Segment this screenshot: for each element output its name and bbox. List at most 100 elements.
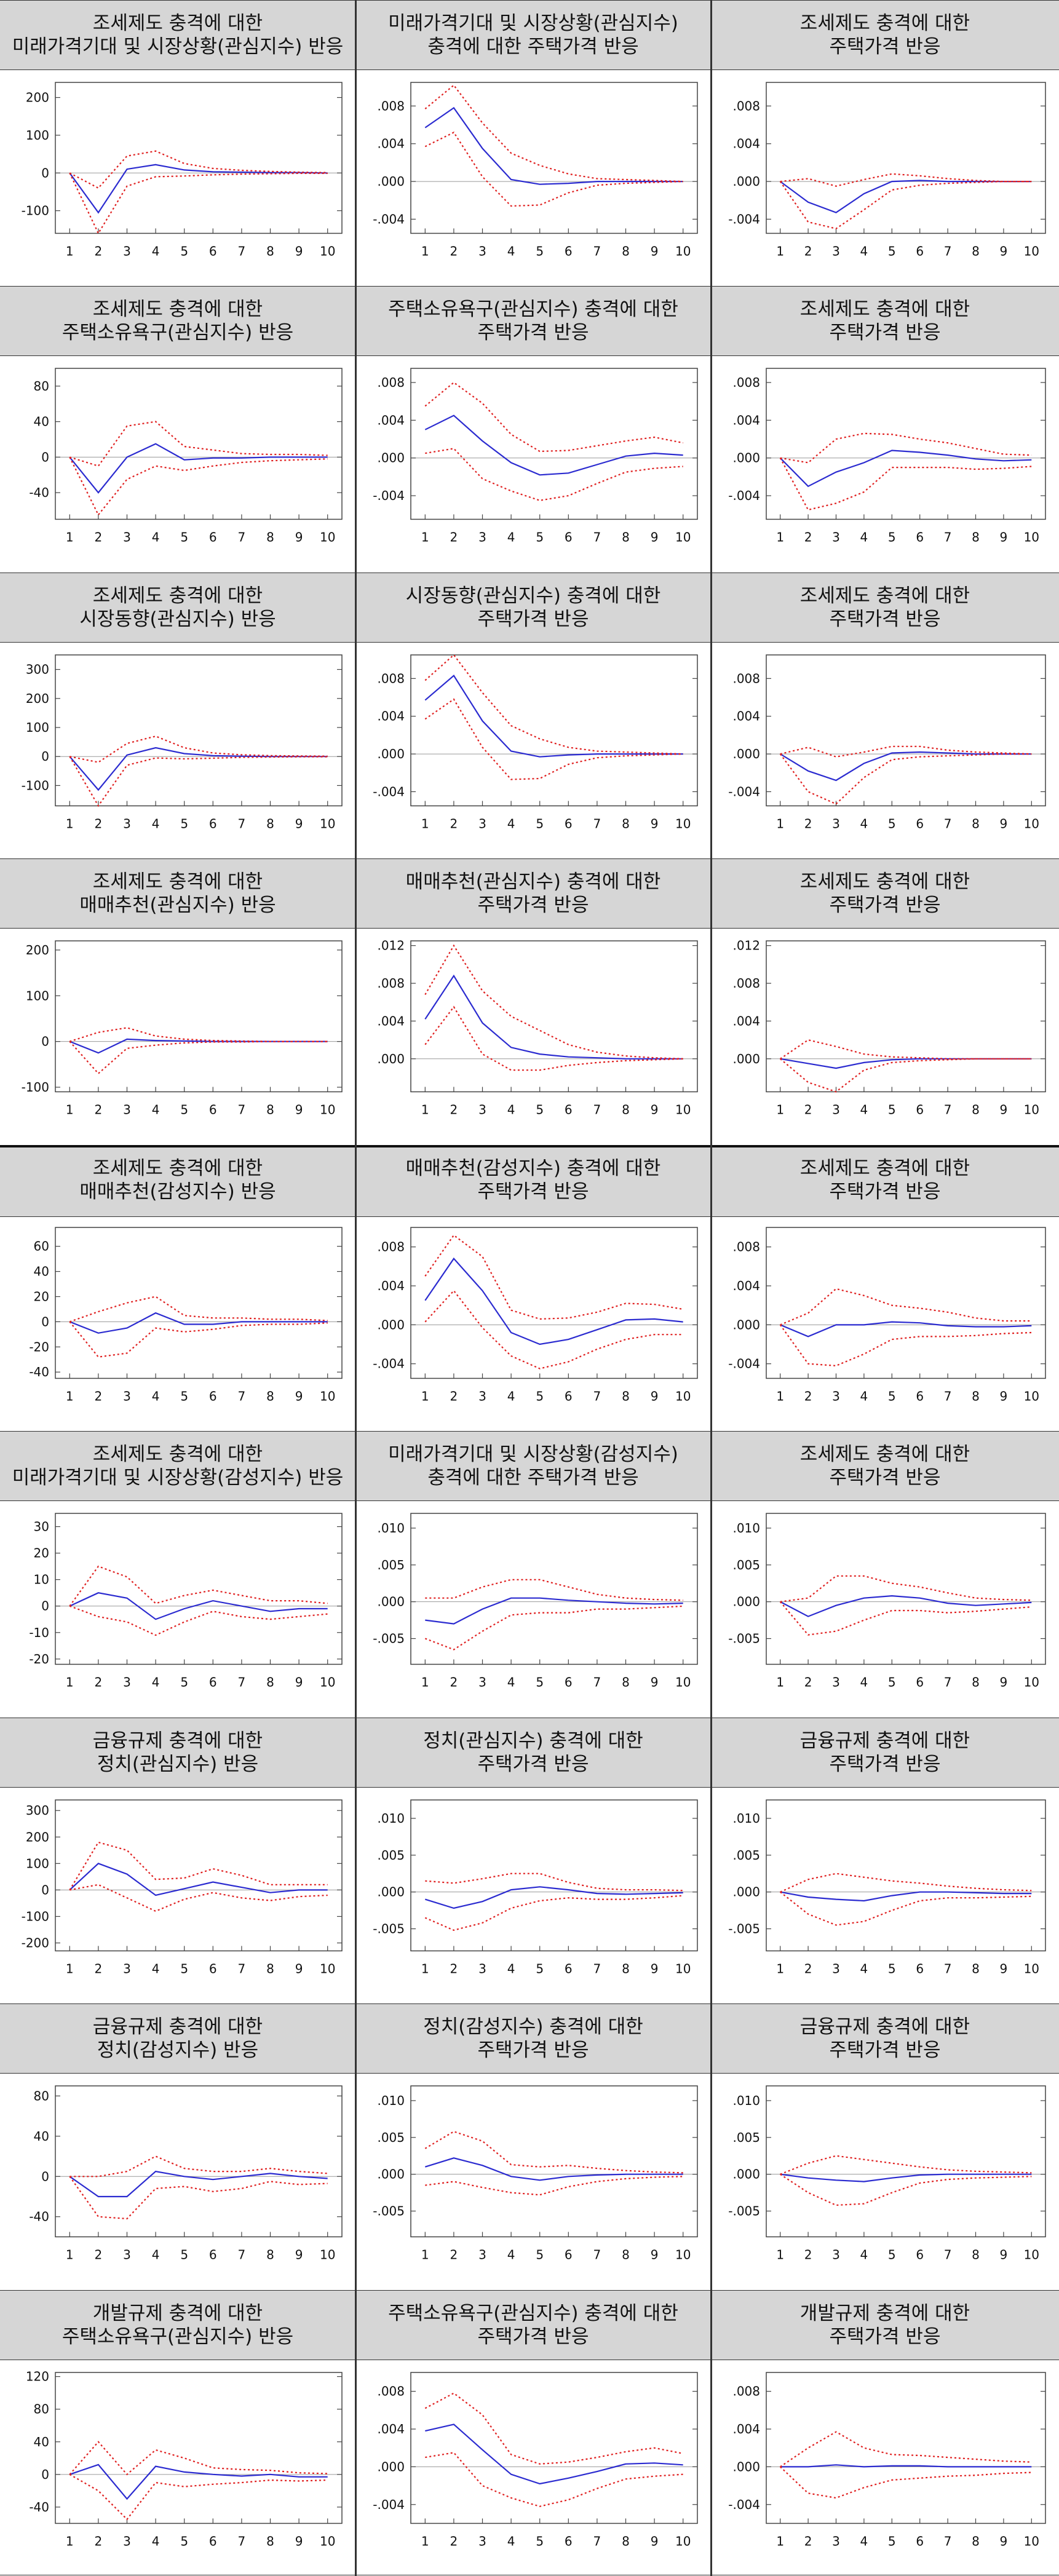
x-tick-label: 8 (972, 1103, 980, 1117)
panel-title: 매매추천(관심지수) 충격에 대한 주택가격 반응 (405, 871, 661, 917)
x-tick-label: 6 (209, 244, 217, 258)
x-tick-label: 3 (123, 1961, 131, 1976)
response-line (69, 1592, 328, 1620)
x-tick-label: 5 (180, 244, 188, 258)
irf-chart: -.004 .000 .004 .008 1 2 3 4 5 6 7 8 9 10 (373, 2371, 698, 2548)
x-tick-label: 10 (1024, 1389, 1039, 1403)
x-tick-label: 7 (238, 1389, 246, 1403)
response-line (424, 414, 683, 476)
plot-frame (410, 1513, 698, 1665)
x-tick-label: 5 (888, 2534, 896, 2548)
x-tick-label: 6 (916, 1675, 924, 1690)
y-tick-label: 40 (34, 2434, 49, 2449)
x-tick-label: 4 (507, 2248, 515, 2262)
panel-title: 조세제도 충격에 대한 미래가격기대 및 시장상황(감성지수) 반응 (12, 1443, 344, 1489)
column-divider (710, 1717, 712, 2004)
x-tick-label: 3 (478, 1675, 486, 1690)
x-tick-label: 2 (804, 1961, 812, 1976)
y-tick-label: .004 (732, 2422, 760, 2436)
x-tick-label: 10 (320, 530, 335, 545)
x-tick-label: 8 (972, 816, 980, 831)
x-tick-label: 9 (295, 1389, 303, 1403)
y-tick-label: 40 (34, 2129, 49, 2144)
y-tick-label: .000 (377, 1884, 405, 1899)
y-tick-label: .008 (732, 671, 760, 686)
y-tick-label: -10 (29, 1625, 49, 1640)
confidence-band-line (780, 2173, 1032, 2206)
x-tick-label: 8 (622, 244, 630, 258)
panel-title: 금융규제 충격에 대한 정치(감성지수) 반응 (92, 2016, 263, 2062)
x-tick-label: 7 (593, 1961, 601, 1976)
x-tick-label: 3 (478, 1961, 486, 1976)
confidence-band-line (779, 181, 1032, 229)
confidence-band-line (779, 753, 1032, 805)
y-tick-label: .005 (377, 2130, 405, 2145)
x-tick-label: 9 (1000, 1961, 1008, 1976)
x-tick-label: 2 (450, 1675, 458, 1690)
x-tick-label: 7 (593, 1675, 601, 1690)
x-tick-label: 6 (916, 1961, 924, 1976)
y-tick-label: 0 (41, 1882, 49, 1897)
y-tick-label: .010 (732, 1521, 760, 1536)
column-divider (710, 1144, 712, 1432)
irf-chart: -.004 .000 .004 .008 1 2 3 4 5 6 7 8 9 10 (373, 1227, 698, 1403)
irf-chart: -.004 .000 .004 .008 1 2 3 4 5 6 7 8 9 10 (373, 368, 698, 545)
x-tick-label: 7 (944, 1389, 952, 1403)
y-tick-label: .000 (377, 1052, 405, 1066)
row-header (0, 2289, 1059, 2360)
x-tick-label: 1 (421, 1389, 429, 1403)
x-tick-label: 7 (238, 244, 246, 258)
y-tick-label: 30 (34, 1520, 49, 1534)
panel-title: 금융규제 충격에 대한 정치(관심지수) 반응 (92, 1729, 263, 1775)
x-tick-label: 3 (478, 1389, 486, 1403)
confidence-band-line (780, 745, 1032, 758)
y-tick-label: .000 (377, 2459, 405, 2474)
y-tick-label: -.004 (728, 489, 760, 504)
y-tick-label: .004 (732, 1014, 760, 1029)
y-tick-label: .000 (377, 2167, 405, 2182)
x-tick-label: 4 (507, 244, 515, 258)
column-divider (355, 1144, 357, 1432)
y-tick-label: -.005 (373, 1921, 405, 1936)
row-header (0, 1717, 1059, 1788)
x-tick-label: 4 (860, 1675, 868, 1690)
y-tick-label: -40 (29, 2209, 49, 2224)
x-tick-label: 6 (209, 1961, 217, 1976)
x-tick-label: 7 (944, 2248, 952, 2262)
plot-frame (55, 368, 343, 520)
x-tick-label: 1 (66, 244, 74, 258)
y-tick-label: .000 (732, 1317, 760, 1332)
x-tick-label: 2 (450, 816, 458, 831)
x-tick-label: 5 (536, 1389, 544, 1403)
x-tick-label: 6 (565, 2534, 573, 2548)
x-tick-label: 2 (450, 1961, 458, 1976)
x-tick-label: 10 (320, 244, 335, 258)
x-tick-label: 10 (1024, 1961, 1039, 1976)
panel-title: 주택소유욕구(관심지수) 충격에 대한 주택가격 반응 (388, 2302, 678, 2348)
y-tick-label: .008 (732, 976, 760, 991)
irf-chart: -100 0 100 200 1 2 3 4 5 6 7 8 9 10 (22, 940, 343, 1117)
x-tick-label: 6 (209, 2248, 217, 2262)
x-tick-label: 8 (972, 1675, 980, 1690)
x-tick-label: 5 (536, 1675, 544, 1690)
x-tick-label: 3 (123, 530, 131, 545)
column-divider (710, 2289, 712, 2576)
x-tick-label: 6 (565, 1961, 573, 1976)
x-tick-label: 8 (266, 2534, 274, 2548)
irf-chart: -.005 .000 .005 .010 1 2 3 4 5 6 7 8 9 10 (373, 2085, 698, 2262)
row-header (0, 1431, 1059, 1502)
x-tick-label: 10 (1024, 1103, 1039, 1117)
x-tick-label: 6 (916, 1389, 924, 1403)
x-tick-label: 9 (1000, 2248, 1008, 2262)
y-tick-label: .004 (377, 1014, 405, 1029)
confidence-band-line (424, 1005, 683, 1071)
plot-frame (410, 82, 698, 234)
y-tick-label: .000 (732, 2167, 760, 2182)
x-tick-label: 1 (66, 1103, 74, 1117)
x-tick-label: 10 (320, 2534, 335, 2548)
irf-chart: -100 0 100 200 1 2 3 4 5 6 7 8 9 10 (22, 82, 343, 258)
x-tick-label: 9 (1000, 1675, 1008, 1690)
x-tick-label: 7 (593, 2248, 601, 2262)
x-tick-label: 10 (320, 1675, 335, 1690)
x-tick-label: 10 (320, 1389, 335, 1403)
